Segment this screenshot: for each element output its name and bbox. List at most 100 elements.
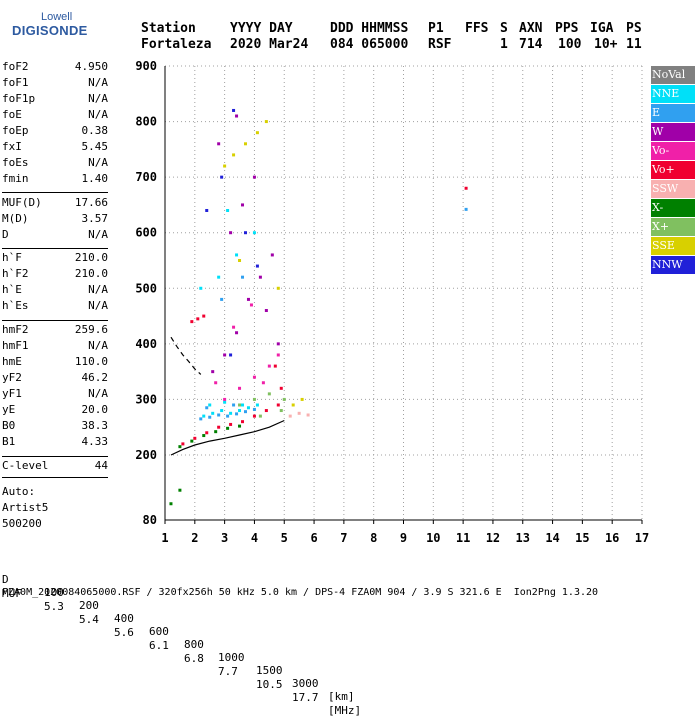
x-tick-label: 11 [456, 531, 470, 545]
data-point [264, 409, 268, 413]
data-point [238, 386, 242, 390]
param-value: N/A [88, 299, 108, 312]
param-value: N/A [88, 92, 108, 105]
data-point [252, 375, 256, 379]
data-point [243, 410, 247, 414]
header-label-yyyy-day: YYYY DAY [230, 21, 293, 36]
legend-item-nne: NNE [651, 85, 695, 103]
param-row: foF1p N/A [2, 92, 108, 107]
param-value: 17.66 [74, 196, 108, 209]
param-name: hmF1 [2, 339, 29, 352]
data-point [238, 409, 242, 413]
param-value: 0.38 [81, 124, 109, 137]
logo-digisonde: DIGISONDE [12, 23, 88, 38]
data-point [241, 275, 245, 279]
header-label-p1: P1 [428, 21, 444, 36]
muf-value: 10.5 [256, 678, 283, 691]
param-name: D [2, 228, 9, 241]
data-point [181, 442, 185, 446]
header-value-iga: 10+ [594, 37, 618, 52]
data-point [264, 120, 268, 124]
param-name: foF1p [2, 92, 36, 105]
data-point [223, 164, 227, 168]
data-point [300, 397, 304, 401]
legend-item-sse: SSE [651, 237, 695, 255]
data-point [202, 414, 206, 418]
profile-trace [170, 419, 285, 456]
data-point [464, 186, 468, 190]
data-point [276, 342, 280, 346]
distance-value: 200 [79, 599, 99, 612]
param-row: B1 4.33 [2, 435, 108, 450]
param-value: 1.40 [81, 172, 109, 185]
header-value-date: 2020 Mar24 [230, 37, 309, 52]
y-tick-label: 600 [135, 226, 157, 240]
divider [2, 320, 108, 321]
y-tick-label: 700 [135, 170, 157, 184]
data-point [255, 131, 259, 135]
param-name: yF2 [2, 371, 22, 384]
param-name: foEs [2, 156, 29, 169]
autoscaler-name: Artist5 [2, 501, 49, 514]
muf-value: 5.6 [114, 626, 134, 639]
y-tick-label: 500 [135, 281, 157, 295]
divider [2, 477, 108, 478]
data-point [232, 325, 236, 329]
param-row: foF1 N/A [2, 76, 108, 91]
ionogram-chart: 1 2 3 4 5 6 7 8 9 10 11 12 13 14 15 16 17802003004005006… [135, 59, 649, 545]
param-name: h`E [2, 283, 22, 296]
distance-value: 1000 [218, 651, 245, 664]
param-row: h`F 210.0 [2, 251, 108, 266]
header-label-station: Station [141, 21, 196, 36]
x-tick-label: 2 [191, 531, 198, 545]
param-value: N/A [88, 283, 108, 296]
data-point [190, 320, 194, 324]
data-point [223, 397, 227, 401]
x-tick-label: 17 [635, 531, 649, 545]
data-point [252, 397, 256, 401]
data-point [238, 424, 242, 428]
header-value-axn: 714 [519, 37, 543, 52]
param-row: h`Es N/A [2, 299, 108, 314]
data-point [178, 445, 182, 449]
param-row: M(D) 3.57 [2, 212, 108, 227]
muf-row: MUF 5.3 5.4 5.6 6.1 6.8 7.7 10.5 17.7 [M… [2, 574, 362, 717]
y-tick-label: 200 [135, 448, 157, 462]
param-row: D N/A [2, 228, 108, 243]
header-value-time: 084 065000 [330, 37, 409, 52]
param-value: 20.0 [81, 403, 109, 416]
param-value: N/A [88, 156, 108, 169]
data-point [252, 407, 256, 411]
data-point [306, 413, 310, 417]
x-tick-label: 4 [251, 531, 258, 545]
data-point [279, 409, 283, 413]
param-name: foF1 [2, 76, 29, 89]
data-point [220, 297, 224, 301]
param-value: 5.45 [81, 140, 109, 153]
param-name: B1 [2, 435, 16, 448]
data-point [223, 400, 227, 404]
file-info: FZA0M_2020084065000.RSF / 320fx256h 50 k… [2, 587, 599, 598]
data-point [217, 413, 221, 417]
data-point [276, 403, 280, 407]
param-name: foEp [2, 124, 29, 137]
header-label-ps: PS [626, 21, 642, 36]
param-row: yF2 46.2 [2, 371, 108, 386]
data-point [291, 403, 295, 407]
legend-item-nnw: NNW [651, 256, 695, 274]
legend-item-vo-minus: Vo- [651, 142, 695, 160]
distance-unit: [km] [328, 690, 355, 703]
param-name: M(D) [2, 212, 29, 225]
param-value: 210.0 [74, 267, 108, 280]
data-point [270, 253, 274, 257]
auto-label: Auto: [2, 485, 36, 498]
y-tick-label: 800 [135, 115, 157, 129]
data-point [232, 403, 236, 407]
data-point [241, 403, 245, 407]
data-point [255, 403, 259, 407]
data-point [199, 286, 203, 290]
x-tick-label: 6 [310, 531, 317, 545]
data-point [232, 153, 236, 157]
data-point [241, 420, 245, 424]
data-point [229, 231, 233, 235]
